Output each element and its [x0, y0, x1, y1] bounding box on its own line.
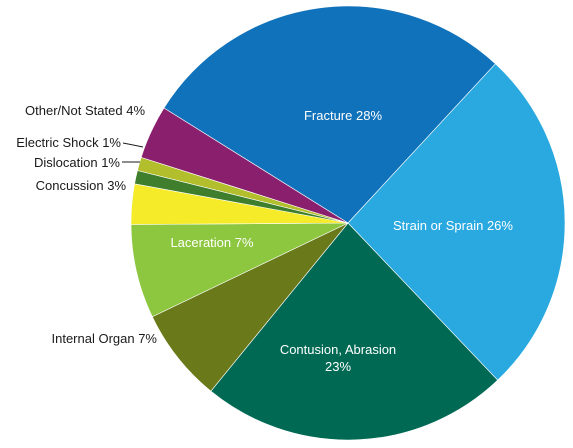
pie-slice-contusion-abrasion-23: [210, 222, 499, 441]
pie-slice-other-not-stated-4: [140, 107, 349, 224]
slice-label-laceration-7: Laceration 7%: [170, 235, 254, 250]
labels-layer: Fracture 28% Strain or Sprain 26% Contusio…: [16, 103, 513, 374]
slices-layer: [130, 5, 566, 441]
slice-label-electric-shock-1: Electric Shock 1%: [16, 135, 121, 150]
slice-label-concussion-3: Concussion 3%: [36, 178, 127, 193]
leader-line-electric-shock-1: [122, 142, 144, 148]
leader-lines-layer: [122, 142, 144, 163]
slice-label-fracture-28: Fracture 28%: [304, 108, 382, 123]
slice-label-other-not-stated-4: Other/Not Stated 4%: [25, 103, 145, 118]
slice-label-strain-or-sprain-26: Strain or Sprain 26%: [393, 218, 513, 233]
slice-label-dislocation-1: Dislocation 1%: [34, 155, 120, 170]
pie-slice-strain-or-sprain-26: [347, 63, 566, 381]
slice-label-contusion-abrasion-23: Contusion, Abrasion 23%: [280, 342, 396, 374]
pie-slice-fracture-28: [163, 5, 496, 224]
slice-label-internal-organ-7: Internal Organ 7%: [51, 331, 157, 346]
